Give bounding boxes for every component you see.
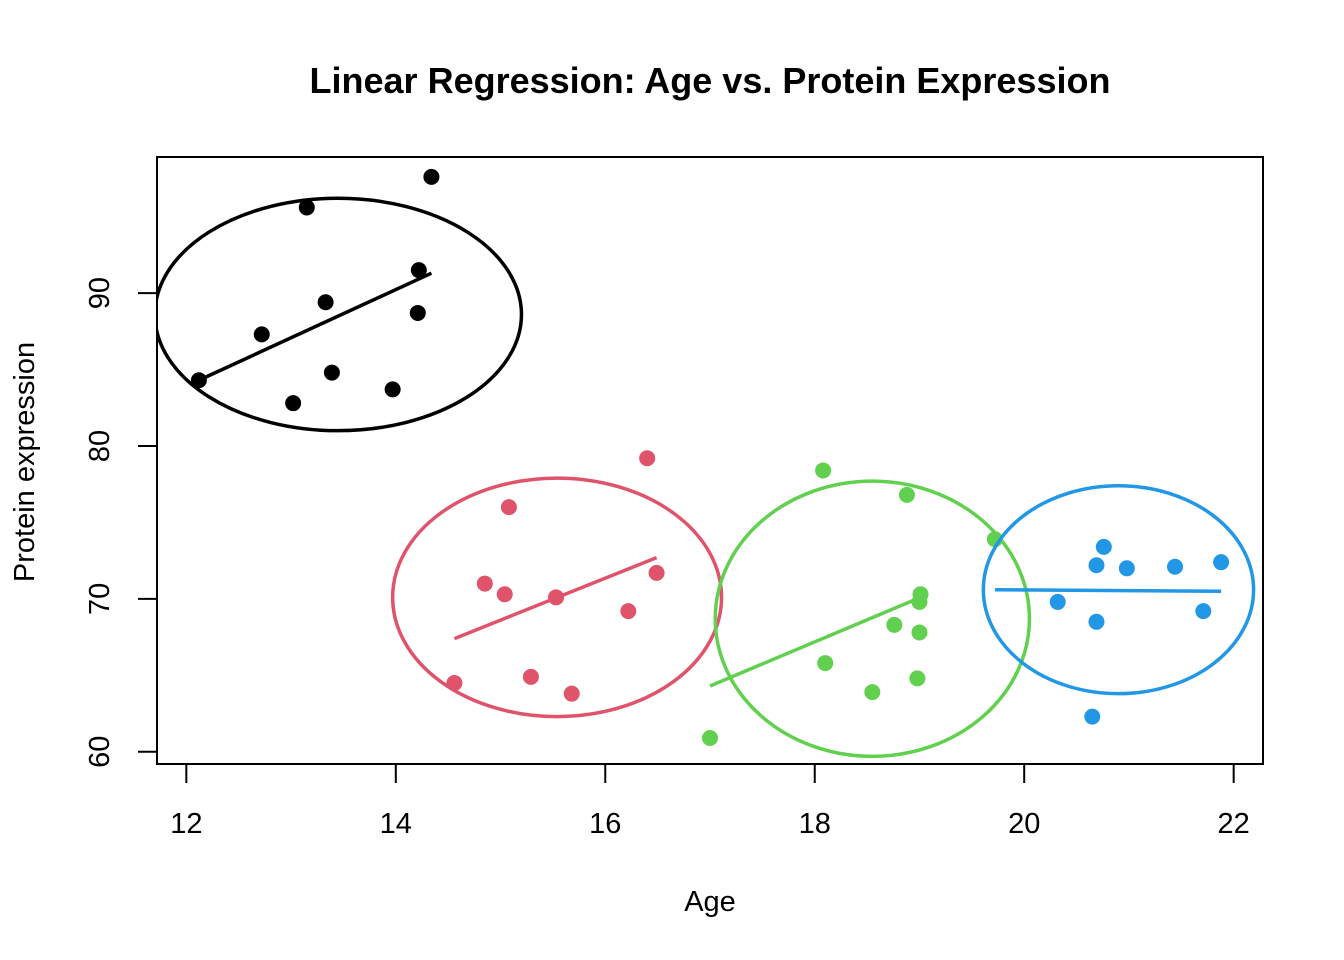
data-point xyxy=(563,685,580,702)
data-point xyxy=(476,575,493,592)
x-tick-label: 14 xyxy=(380,808,412,840)
data-point xyxy=(620,603,637,620)
x-tick-label: 16 xyxy=(589,808,621,840)
data-point xyxy=(500,499,517,516)
data-point xyxy=(409,304,426,321)
data-point xyxy=(1049,593,1066,610)
data-point xyxy=(909,670,926,687)
y-axis-label: Protein expression xyxy=(9,342,41,582)
data-point xyxy=(898,486,915,503)
data-point xyxy=(384,381,401,398)
y-tick-label: 80 xyxy=(84,430,116,462)
data-point xyxy=(639,450,656,467)
data-point xyxy=(298,199,315,216)
series-group xyxy=(981,483,1256,725)
plot-layer xyxy=(157,168,1256,759)
data-point xyxy=(817,655,834,672)
regression-line xyxy=(994,587,1222,593)
series-group xyxy=(702,462,1032,759)
y-tick-label: 70 xyxy=(84,583,116,615)
data-point xyxy=(190,372,207,389)
data-point xyxy=(1095,538,1112,555)
x-axis: 12 14 16 18 20 22 xyxy=(170,763,1250,840)
data-point xyxy=(285,395,302,412)
data-point xyxy=(323,364,340,381)
data-point xyxy=(446,674,463,691)
y-axis: 60 70 80 90 xyxy=(84,277,158,768)
data-point xyxy=(648,564,665,581)
data-point xyxy=(253,326,270,343)
confidence-ellipse xyxy=(981,483,1256,696)
data-point xyxy=(496,586,513,603)
confidence-ellipse xyxy=(157,196,524,433)
data-point xyxy=(702,730,718,747)
data-point xyxy=(1084,708,1101,725)
y-tick-label: 60 xyxy=(84,736,116,768)
data-point xyxy=(410,262,427,279)
x-tick-label: 22 xyxy=(1218,808,1250,840)
data-point xyxy=(815,462,832,479)
y-tick-label: 90 xyxy=(84,277,116,309)
data-point xyxy=(864,684,881,701)
regression-line xyxy=(709,595,922,688)
data-point xyxy=(548,589,565,606)
confidence-ellipse xyxy=(713,479,1032,759)
data-point xyxy=(1088,557,1105,574)
data-point xyxy=(911,624,928,641)
x-tick-label: 20 xyxy=(1008,808,1040,840)
data-point xyxy=(912,586,929,603)
regression-line xyxy=(198,271,433,382)
data-point xyxy=(1167,558,1184,575)
confidence-ellipse xyxy=(390,476,724,719)
data-point xyxy=(1195,603,1212,620)
data-point xyxy=(1118,560,1135,577)
x-tick-label: 12 xyxy=(170,808,202,840)
data-point xyxy=(522,668,539,685)
data-point xyxy=(1213,554,1230,571)
x-axis-label: Age xyxy=(684,886,736,918)
data-point xyxy=(886,616,903,633)
plot-area-frame xyxy=(156,156,1264,765)
x-tick-label: 18 xyxy=(799,808,831,840)
data-point xyxy=(423,168,440,185)
series-group xyxy=(157,168,524,433)
series-group xyxy=(390,450,724,719)
chart-title: Linear Regression: Age vs. Protein Expre… xyxy=(310,60,1111,101)
data-point xyxy=(317,294,334,311)
data-point xyxy=(1088,613,1105,630)
